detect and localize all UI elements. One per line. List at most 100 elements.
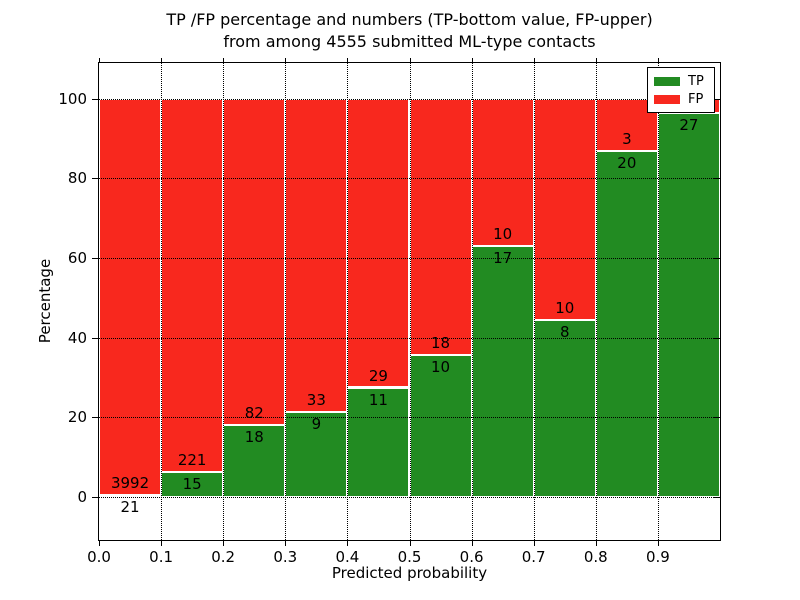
bar-segment-tp-5 [409,354,472,497]
y-tick-left-20 [92,417,99,419]
x-tick-label-0.2: 0.2 [211,548,236,566]
tp-count-label-9: 27 [679,116,699,135]
y-tick-label-100: 100 [58,89,87,108]
x-tick-bottom-0.9 [657,540,659,546]
y-tick-label-20: 20 [67,408,87,427]
v-gridline-3 [285,63,287,540]
fp-count-label-8: 3 [622,129,632,148]
x-tick-bottom-0.4 [347,540,349,546]
x-tick-bottom-0.5 [409,540,411,546]
y-tick-label-60: 60 [67,249,87,268]
y-tick-right-60 [713,258,720,260]
y-tick-right-80 [713,178,720,180]
x-tick-top-0.3 [285,58,287,63]
x-tick-label-0.3: 0.3 [273,548,298,566]
x-tick-label-0.4: 0.4 [335,548,360,566]
x-tick-top-0.9 [657,58,659,63]
bar-segment-tp-9 [657,113,720,497]
tp-count-label-6: 17 [493,249,513,268]
v-gridline-2 [223,63,225,540]
x-tick-top-0.5 [409,58,411,63]
x-tick-label-0.9: 0.9 [645,548,670,566]
x-tick-top-0.7 [533,58,535,63]
bar-segment-tp-4 [347,387,410,497]
bar-segment-fp-2 [223,98,286,426]
tp-count-label-7: 8 [559,323,570,342]
y-tick-label-80: 80 [67,169,87,188]
x-tick-label-0.7: 0.7 [521,548,546,566]
x-tick-top-0.6 [471,58,473,63]
v-gridline-6 [471,63,473,540]
v-gridline-9 [657,63,659,540]
bar-segment-tp-3 [285,411,348,497]
tp-count-label-0: 21 [120,497,140,516]
bar-segment-tp-2 [223,425,286,497]
legend-label-tp: TP [688,73,704,89]
x-tick-bottom-0.6 [471,540,473,546]
v-gridline-4 [347,63,349,540]
y-tick-left-60 [92,258,99,260]
fp-count-label-0: 3992 [110,473,150,492]
legend-item-tp: TP [654,75,714,88]
fp-count-label-5: 18 [431,333,451,352]
tp-count-label-1: 15 [182,474,202,493]
bar-segment-fp-1 [161,98,224,472]
bar-segment-fp-0 [99,98,162,495]
x-tick-bottom-0.3 [285,540,287,546]
x-tick-top-0.4 [347,58,349,63]
chart-title-line1: TP /FP percentage and numbers (TP-bottom… [166,10,653,29]
bar-segment-fp-6 [471,98,534,247]
tp-count-label-2: 18 [244,428,264,447]
bar-segment-tp-7 [533,320,596,497]
x-tick-bottom-0.0 [99,540,100,546]
plot-area: 3992 21 221 15 82 18 33 9 29 11 18 10 10 17 10 8 3 20 27 T… [98,62,721,541]
bar-segment-fp-5 [409,98,472,355]
fp-count-label-7: 10 [555,299,575,318]
x-tick-top-0.0 [99,58,100,63]
x-tick-bottom-0.8 [595,540,597,546]
x-tick-label-0.0: 0.0 [87,548,111,566]
bar-segment-tp-6 [471,246,534,497]
tp-count-label-3: 9 [311,414,322,433]
v-gridline-8 [595,63,597,540]
legend-label-fp: FP [688,91,704,107]
tp-count-label-8: 20 [617,153,637,172]
x-tick-label-0.6: 0.6 [459,548,484,566]
x-tick-top-0.8 [595,58,597,63]
fp-count-label-2: 82 [244,404,264,423]
legend-item-fp: FP [654,93,714,106]
legend: TP FP [647,67,715,113]
x-tick-top-0.1 [161,58,163,63]
y-tick-left-40 [92,337,99,339]
bar-segment-fp-7 [533,98,596,321]
x-tick-label-0.5: 0.5 [397,548,422,566]
x-tick-label-0.8: 0.8 [583,548,608,566]
y-tick-right-0 [713,496,720,498]
chart-title: TP /FP percentage and numbers (TP-bottom… [99,9,720,53]
fp-count-label-3: 33 [306,390,326,409]
bar-segment-tp-0 [99,494,162,497]
tp-swatch-icon [654,76,680,86]
x-tick-bottom-0.1 [161,540,163,546]
x-tick-bottom-0.7 [533,540,535,546]
x-tick-label-0.1: 0.1 [149,548,174,566]
bar-segment-tp-8 [595,150,658,497]
y-tick-left-80 [92,178,99,180]
y-tick-label-40: 40 [67,328,87,347]
y-tick-right-100 [713,98,720,100]
y-tick-right-20 [713,417,720,419]
chart-title-line2: from among 4555 submitted ML-type contac… [223,32,596,51]
tp-count-label-5: 10 [431,357,451,376]
y-tick-left-100 [92,98,99,100]
fp-count-label-4: 29 [368,366,388,385]
v-gridline-1 [161,63,163,540]
v-gridline-7 [533,63,535,540]
x-axis-label: Predicted probability [331,564,488,582]
bar-segment-fp-4 [347,98,410,388]
bar-segment-fp-3 [285,98,348,412]
fp-count-label-6: 10 [493,225,513,244]
x-tick-top-0.2 [223,58,225,63]
tp-count-label-4: 11 [368,390,388,409]
x-tick-bottom-0.2 [223,540,225,546]
